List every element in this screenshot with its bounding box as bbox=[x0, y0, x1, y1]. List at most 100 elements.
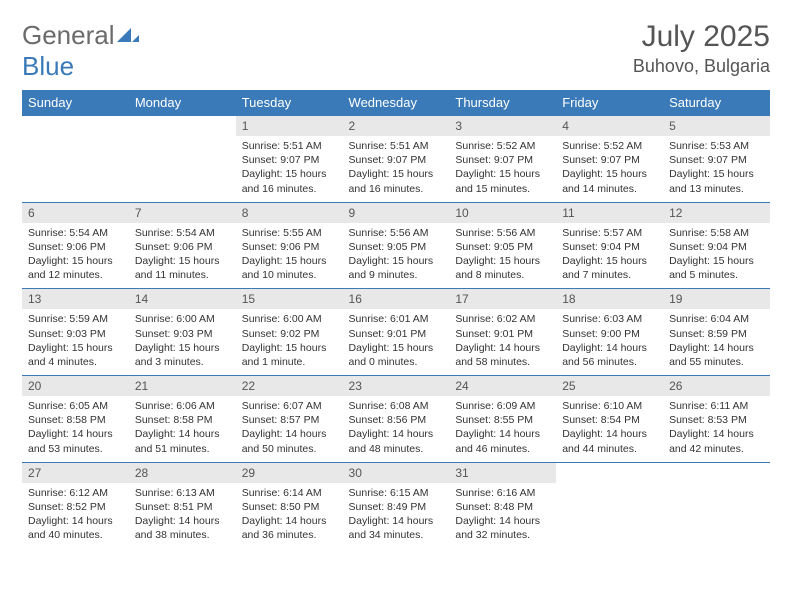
calendar-day-cell: 27Sunrise: 6:12 AMSunset: 8:52 PMDayligh… bbox=[22, 462, 129, 548]
calendar-day-cell: 25Sunrise: 6:10 AMSunset: 8:54 PMDayligh… bbox=[556, 376, 663, 463]
calendar-day-cell: 3Sunrise: 5:52 AMSunset: 9:07 PMDaylight… bbox=[449, 116, 556, 203]
day-info: Sunrise: 6:09 AMSunset: 8:55 PMDaylight:… bbox=[449, 396, 556, 462]
day-number: 7 bbox=[129, 203, 236, 223]
calendar-day-cell: .. bbox=[663, 462, 770, 548]
day-info: Sunrise: 6:00 AMSunset: 9:02 PMDaylight:… bbox=[236, 309, 343, 375]
day-number: 22 bbox=[236, 376, 343, 396]
day-info: Sunrise: 5:57 AMSunset: 9:04 PMDaylight:… bbox=[556, 223, 663, 289]
weekday-header-row: SundayMondayTuesdayWednesdayThursdayFrid… bbox=[22, 90, 770, 116]
day-info: Sunrise: 5:54 AMSunset: 9:06 PMDaylight:… bbox=[129, 223, 236, 289]
day-info: Sunrise: 6:16 AMSunset: 8:48 PMDaylight:… bbox=[449, 483, 556, 549]
day-info: Sunrise: 6:14 AMSunset: 8:50 PMDaylight:… bbox=[236, 483, 343, 549]
day-info: Sunrise: 6:15 AMSunset: 8:49 PMDaylight:… bbox=[343, 483, 450, 549]
day-info: Sunrise: 5:56 AMSunset: 9:05 PMDaylight:… bbox=[343, 223, 450, 289]
day-number: 27 bbox=[22, 463, 129, 483]
calendar-day-cell: 4Sunrise: 5:52 AMSunset: 9:07 PMDaylight… bbox=[556, 116, 663, 203]
calendar-day-cell: 24Sunrise: 6:09 AMSunset: 8:55 PMDayligh… bbox=[449, 376, 556, 463]
day-info: Sunrise: 5:52 AMSunset: 9:07 PMDaylight:… bbox=[449, 136, 556, 202]
calendar-day-cell: 26Sunrise: 6:11 AMSunset: 8:53 PMDayligh… bbox=[663, 376, 770, 463]
calendar-day-cell: 13Sunrise: 5:59 AMSunset: 9:03 PMDayligh… bbox=[22, 289, 129, 376]
day-info: Sunrise: 5:51 AMSunset: 9:07 PMDaylight:… bbox=[343, 136, 450, 202]
calendar-day-cell: 2Sunrise: 5:51 AMSunset: 9:07 PMDaylight… bbox=[343, 116, 450, 203]
day-info: Sunrise: 6:00 AMSunset: 9:03 PMDaylight:… bbox=[129, 309, 236, 375]
day-number: 18 bbox=[556, 289, 663, 309]
calendar-day-cell: 15Sunrise: 6:00 AMSunset: 9:02 PMDayligh… bbox=[236, 289, 343, 376]
day-info: Sunrise: 6:12 AMSunset: 8:52 PMDaylight:… bbox=[22, 483, 129, 549]
calendar-day-cell: 20Sunrise: 6:05 AMSunset: 8:58 PMDayligh… bbox=[22, 376, 129, 463]
day-number: 21 bbox=[129, 376, 236, 396]
day-number: 25 bbox=[556, 376, 663, 396]
day-number: 10 bbox=[449, 203, 556, 223]
day-number: 20 bbox=[22, 376, 129, 396]
calendar-day-cell: 5Sunrise: 5:53 AMSunset: 9:07 PMDaylight… bbox=[663, 116, 770, 203]
calendar-day-cell: 28Sunrise: 6:13 AMSunset: 8:51 PMDayligh… bbox=[129, 462, 236, 548]
day-number: 12 bbox=[663, 203, 770, 223]
calendar-day-cell: .. bbox=[22, 116, 129, 203]
day-number: 4 bbox=[556, 116, 663, 136]
calendar-day-cell: 12Sunrise: 5:58 AMSunset: 9:04 PMDayligh… bbox=[663, 202, 770, 289]
day-info: Sunrise: 6:04 AMSunset: 8:59 PMDaylight:… bbox=[663, 309, 770, 375]
day-number: 14 bbox=[129, 289, 236, 309]
weekday-header: Thursday bbox=[449, 90, 556, 116]
logo-part1: General bbox=[22, 20, 115, 50]
logo-sail-icon bbox=[117, 20, 139, 51]
day-number: 24 bbox=[449, 376, 556, 396]
day-info: Sunrise: 6:06 AMSunset: 8:58 PMDaylight:… bbox=[129, 396, 236, 462]
calendar-day-cell: .. bbox=[129, 116, 236, 203]
day-number: 23 bbox=[343, 376, 450, 396]
calendar-day-cell: 16Sunrise: 6:01 AMSunset: 9:01 PMDayligh… bbox=[343, 289, 450, 376]
day-number: 29 bbox=[236, 463, 343, 483]
calendar-week-row: 6Sunrise: 5:54 AMSunset: 9:06 PMDaylight… bbox=[22, 202, 770, 289]
day-number: 15 bbox=[236, 289, 343, 309]
day-number: 6 bbox=[22, 203, 129, 223]
calendar-day-cell: 8Sunrise: 5:55 AMSunset: 9:06 PMDaylight… bbox=[236, 202, 343, 289]
day-info: Sunrise: 5:56 AMSunset: 9:05 PMDaylight:… bbox=[449, 223, 556, 289]
day-number: 13 bbox=[22, 289, 129, 309]
day-info: Sunrise: 6:05 AMSunset: 8:58 PMDaylight:… bbox=[22, 396, 129, 462]
day-info: Sunrise: 5:53 AMSunset: 9:07 PMDaylight:… bbox=[663, 136, 770, 202]
calendar-week-row: 27Sunrise: 6:12 AMSunset: 8:52 PMDayligh… bbox=[22, 462, 770, 548]
calendar-day-cell: 11Sunrise: 5:57 AMSunset: 9:04 PMDayligh… bbox=[556, 202, 663, 289]
day-number: 11 bbox=[556, 203, 663, 223]
day-info: Sunrise: 5:51 AMSunset: 9:07 PMDaylight:… bbox=[236, 136, 343, 202]
calendar-week-row: 13Sunrise: 5:59 AMSunset: 9:03 PMDayligh… bbox=[22, 289, 770, 376]
weekday-header: Saturday bbox=[663, 90, 770, 116]
calendar-table: SundayMondayTuesdayWednesdayThursdayFrid… bbox=[22, 90, 770, 548]
calendar-body: ....1Sunrise: 5:51 AMSunset: 9:07 PMDayl… bbox=[22, 116, 770, 549]
weekday-header: Friday bbox=[556, 90, 663, 116]
day-number: 3 bbox=[449, 116, 556, 136]
calendar-day-cell: 7Sunrise: 5:54 AMSunset: 9:06 PMDaylight… bbox=[129, 202, 236, 289]
day-info: Sunrise: 6:10 AMSunset: 8:54 PMDaylight:… bbox=[556, 396, 663, 462]
weekday-header: Monday bbox=[129, 90, 236, 116]
calendar-day-cell: 22Sunrise: 6:07 AMSunset: 8:57 PMDayligh… bbox=[236, 376, 343, 463]
day-number: 8 bbox=[236, 203, 343, 223]
calendar-week-row: 20Sunrise: 6:05 AMSunset: 8:58 PMDayligh… bbox=[22, 376, 770, 463]
calendar-day-cell: 31Sunrise: 6:16 AMSunset: 8:48 PMDayligh… bbox=[449, 462, 556, 548]
weekday-header: Tuesday bbox=[236, 90, 343, 116]
calendar-day-cell: 14Sunrise: 6:00 AMSunset: 9:03 PMDayligh… bbox=[129, 289, 236, 376]
day-info: Sunrise: 6:13 AMSunset: 8:51 PMDaylight:… bbox=[129, 483, 236, 549]
calendar-day-cell: 23Sunrise: 6:08 AMSunset: 8:56 PMDayligh… bbox=[343, 376, 450, 463]
logo-part2: Blue bbox=[22, 51, 74, 81]
day-info: Sunrise: 5:59 AMSunset: 9:03 PMDaylight:… bbox=[22, 309, 129, 375]
calendar-day-cell: 21Sunrise: 6:06 AMSunset: 8:58 PMDayligh… bbox=[129, 376, 236, 463]
day-number: 26 bbox=[663, 376, 770, 396]
month-title: July 2025 bbox=[633, 20, 770, 54]
day-number: 2 bbox=[343, 116, 450, 136]
day-info: Sunrise: 5:52 AMSunset: 9:07 PMDaylight:… bbox=[556, 136, 663, 202]
weekday-header: Wednesday bbox=[343, 90, 450, 116]
day-info: Sunrise: 6:08 AMSunset: 8:56 PMDaylight:… bbox=[343, 396, 450, 462]
calendar-day-cell: 10Sunrise: 5:56 AMSunset: 9:05 PMDayligh… bbox=[449, 202, 556, 289]
calendar-day-cell: 17Sunrise: 6:02 AMSunset: 9:01 PMDayligh… bbox=[449, 289, 556, 376]
day-info: Sunrise: 6:11 AMSunset: 8:53 PMDaylight:… bbox=[663, 396, 770, 462]
day-number: 30 bbox=[343, 463, 450, 483]
day-number: 28 bbox=[129, 463, 236, 483]
calendar-week-row: ....1Sunrise: 5:51 AMSunset: 9:07 PMDayl… bbox=[22, 116, 770, 203]
logo: GeneralBlue bbox=[22, 20, 139, 82]
title-block: July 2025 Buhovo, Bulgaria bbox=[633, 20, 770, 77]
location: Buhovo, Bulgaria bbox=[633, 56, 770, 77]
day-info: Sunrise: 6:03 AMSunset: 9:00 PMDaylight:… bbox=[556, 309, 663, 375]
day-number: 5 bbox=[663, 116, 770, 136]
header: GeneralBlue July 2025 Buhovo, Bulgaria bbox=[22, 20, 770, 82]
day-number: 9 bbox=[343, 203, 450, 223]
